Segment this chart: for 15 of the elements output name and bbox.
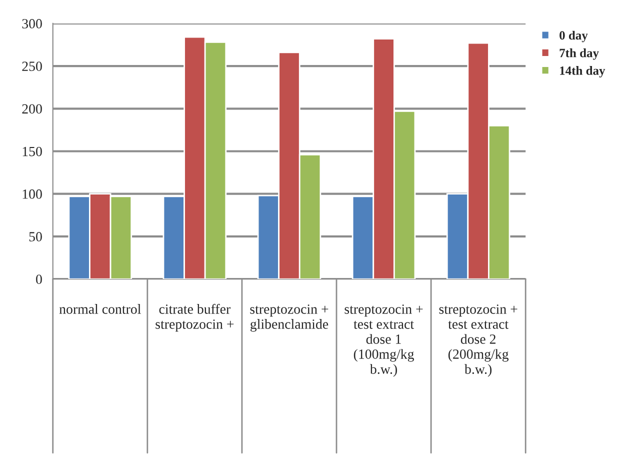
legend-label: 7th day bbox=[560, 48, 599, 60]
legend-label: 0 day bbox=[560, 30, 588, 42]
y-tick-label: 50 bbox=[29, 232, 42, 242]
y-tick-label: 300 bbox=[22, 19, 42, 28]
y-tick-label: 100 bbox=[22, 189, 42, 199]
x-tick-label: streptozocin + test extract dose 1 (100mg/kg b.w.) bbox=[344, 304, 423, 377]
x-tick-label: citrate buffer streptozocin + bbox=[156, 304, 234, 332]
x-tick-label: streptozocin + glibenclamide bbox=[250, 304, 328, 332]
y-tick-label: 200 bbox=[22, 104, 42, 114]
legend-label: 14th day bbox=[560, 66, 606, 78]
x-tick-label: normal control bbox=[59, 304, 141, 314]
y-tick-label: 250 bbox=[22, 62, 42, 72]
x-tick-label: streptozocin + test extract dose 2 (200mg/kg b.w.) bbox=[439, 304, 518, 377]
y-tick-label: 0 bbox=[36, 274, 42, 284]
y-tick-label: 150 bbox=[22, 146, 42, 156]
